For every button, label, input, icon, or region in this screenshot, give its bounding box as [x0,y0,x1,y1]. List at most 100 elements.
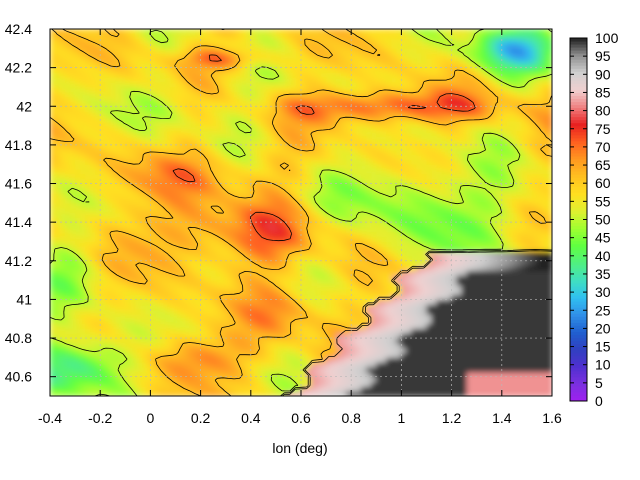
heat-cell [341,101,347,107]
heat-cell [200,130,207,136]
heat-cell [85,29,91,35]
heat-cell [60,125,66,132]
heat-cell [105,338,111,344]
heat-cell [215,362,222,368]
heat-cell [331,96,337,103]
heat-cell [230,38,237,45]
heat-cell [366,57,372,64]
heat-cell [351,212,357,218]
heat-cell [285,154,292,160]
heat-cell [170,280,177,286]
heat-cell [70,265,76,272]
heat-cell [331,173,337,180]
heat-cell [90,222,96,228]
heat-cell [245,154,252,160]
heat-cell [105,48,111,54]
heat-cell [175,188,182,194]
heat-cell [75,289,81,296]
heat-cell [115,222,121,228]
heat-cell [165,284,172,291]
heat-cell [135,226,141,233]
heat-cell [235,202,242,209]
heat-cell [280,323,287,329]
heat-cell [245,135,252,141]
heat-cell [95,198,101,204]
heat-cell [215,62,222,69]
heat-cell [311,57,317,64]
heat-cell [135,140,141,146]
heat-cell [205,318,212,325]
heat-cell [336,38,342,45]
heat-cell [85,260,91,267]
heat-cell [55,193,61,199]
heat-cell [95,352,101,358]
heat-cell [120,111,126,117]
heat-cell [306,212,312,218]
heat-cell [326,333,332,339]
heat-cell [295,67,302,74]
heat-cell [50,275,56,281]
heat-cell [371,29,377,35]
heat-cell [125,154,131,160]
heat-cell [210,241,217,247]
heat-cell [155,159,162,165]
heat-cell [301,91,307,98]
heat-cell [321,342,327,349]
heat-cell [185,207,192,214]
heat-cell [200,294,207,301]
heat-cell [85,212,91,218]
heat-cell [60,111,66,117]
heat-cell [75,38,81,45]
heat-cell [180,386,187,392]
heat-cell [220,323,227,329]
heat-cell [160,386,167,392]
heat-cell [70,280,76,286]
heat-cell [295,260,302,267]
heat-cell [346,231,352,238]
heat-cell [376,241,382,247]
heat-cell [50,154,56,160]
heat-cell [371,67,377,74]
heat-cell [100,173,106,180]
heat-cell [190,72,197,78]
heat-cell [195,304,202,310]
heat-cell [245,333,252,339]
heat-cell [70,313,76,320]
heat-cell [160,82,167,88]
heat-cell [215,280,222,286]
heat-cell [195,178,202,185]
heat-cell [245,72,252,78]
heat-cell [80,246,86,252]
heat-cell [180,207,187,214]
heat-cell [316,255,322,262]
heat-cell [75,33,81,40]
heat-cell [150,101,157,107]
heat-cell [180,255,187,262]
heat-cell [336,96,342,103]
heat-cell [160,91,167,98]
heat-cell [100,125,106,132]
heat-cell [55,188,61,194]
heat-cell [130,53,136,59]
heat-cell [265,57,272,64]
heat-cell [316,130,322,136]
heat-cell [215,198,222,204]
heat-cell [295,202,302,209]
heat-cell [160,289,167,296]
heat-cell [85,86,91,93]
heat-cell [85,120,91,127]
heat-cell [240,236,247,243]
heat-cell [265,48,272,54]
heat-cell [255,313,262,320]
heat-cell [306,115,312,122]
heat-cell [145,260,151,267]
heat-cell [220,173,227,180]
heat-cell [376,265,382,272]
heat-cell [135,352,141,358]
heat-cell [285,255,292,262]
heat-cell [105,164,111,170]
heat-cell [135,144,141,151]
heat-cell [321,62,327,69]
heat-cell [180,381,187,387]
heat-cell [341,318,347,325]
